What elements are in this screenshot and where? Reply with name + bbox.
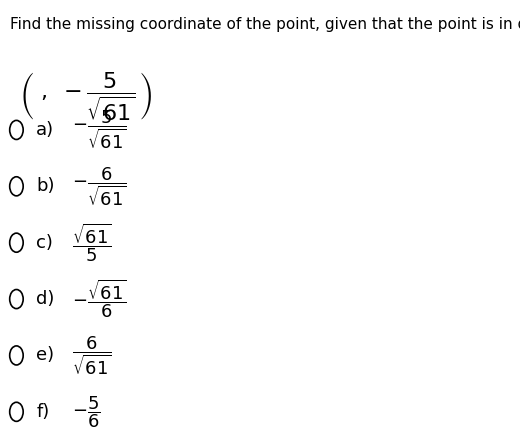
Text: d): d) [36,290,55,308]
Text: Find the missing coordinate of the point, given that the point is in quadrant IV: Find the missing coordinate of the point… [10,17,520,32]
Text: $-\dfrac{6}{\sqrt{61}}$: $-\dfrac{6}{\sqrt{61}}$ [72,165,126,208]
Text: $-\dfrac{5}{\sqrt{61}}$: $-\dfrac{5}{\sqrt{61}}$ [72,109,126,151]
Text: $-\dfrac{\sqrt{61}}{6}$: $-\dfrac{\sqrt{61}}{6}$ [72,278,126,320]
Text: $-\dfrac{5}{6}$: $-\dfrac{5}{6}$ [72,394,100,430]
Text: b): b) [36,177,55,195]
Text: e): e) [36,347,55,365]
Text: c): c) [36,234,53,251]
Text: a): a) [36,121,55,139]
Text: f): f) [36,403,49,421]
Text: $\left( \,\, , \,\, -\dfrac{5}{\sqrt{61}} \,\right)$: $\left( \,\, , \,\, -\dfrac{5}{\sqrt{61}… [19,72,153,123]
Text: $\dfrac{\sqrt{61}}{5}$: $\dfrac{\sqrt{61}}{5}$ [72,221,111,264]
Text: $\dfrac{6}{\sqrt{61}}$: $\dfrac{6}{\sqrt{61}}$ [72,334,111,377]
